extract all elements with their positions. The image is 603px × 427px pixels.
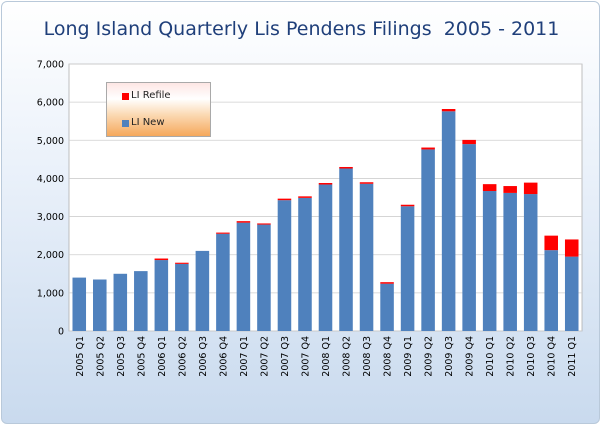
bars: [72, 109, 579, 331]
x-tick-label: 2009 Q4: [465, 336, 476, 377]
bar-new: [195, 250, 210, 331]
bar-new: [318, 184, 333, 331]
y-tick-label: 0: [58, 327, 64, 338]
bar-new: [257, 224, 271, 331]
y-tick-label: 7,000: [37, 60, 64, 71]
legend-label-refile: LI Refile: [131, 90, 171, 101]
bar-refile: [236, 221, 251, 223]
x-tick-label: 2011 Q1: [567, 336, 578, 377]
x-tick-label: 2005 Q3: [116, 336, 127, 377]
y-tick-label: 5,000: [37, 136, 64, 147]
x-tick-label: 2007 Q1: [239, 336, 250, 377]
y-axis-ticks: 0 1,000 2,000 3,000 4,000 5,000 6,000 7,000: [37, 60, 64, 338]
legend-swatch-refile: [122, 93, 129, 100]
x-tick-label: 2007 Q3: [280, 336, 291, 377]
x-tick-label: 2010 Q4: [547, 336, 558, 377]
bar-refile: [400, 204, 415, 207]
bar-new: [339, 168, 353, 331]
bar-refile: [462, 139, 476, 145]
x-tick-label: 2007 Q4: [300, 336, 311, 377]
bar-refile: [216, 232, 230, 234]
legend-item-new: LI New: [122, 117, 165, 128]
chart-title: Long Island Quarterly Lis Pendens Filing…: [43, 18, 560, 40]
bar-new: [134, 271, 148, 331]
x-tick-label: 2006 Q3: [198, 336, 209, 377]
bar-refile: [564, 239, 579, 257]
bar-refile: [421, 147, 435, 150]
y-tick-label: 3,000: [37, 212, 64, 223]
y-tick-label: 6,000: [37, 98, 64, 109]
bar-new: [523, 194, 538, 331]
x-tick-label: 2008 Q2: [342, 336, 353, 377]
x-tick-label: 2009 Q3: [444, 336, 455, 377]
bar-refile: [441, 109, 456, 112]
x-tick-label: 2006 Q4: [218, 336, 229, 377]
x-tick-label: 2005 Q2: [95, 336, 106, 377]
x-tick-label: 2007 Q2: [259, 336, 270, 377]
bar-new: [462, 144, 476, 331]
x-tick-label: 2006 Q1: [157, 336, 168, 377]
bar-new: [277, 200, 292, 331]
legend-swatch-new: [122, 120, 129, 127]
y-tick-label: 2,000: [37, 250, 64, 261]
x-tick-label: 2008 Q3: [362, 336, 373, 377]
bar-new: [482, 191, 497, 331]
bar-refile: [503, 186, 517, 193]
bar-refile: [277, 198, 292, 201]
bar-refile: [257, 223, 271, 225]
bar-refile: [154, 258, 169, 261]
legend: LI Refile LI New: [106, 82, 211, 137]
bar-new: [113, 273, 128, 331]
x-tick-label: 2010 Q3: [526, 336, 537, 377]
bar-new: [236, 222, 251, 331]
bar-refile: [482, 184, 497, 192]
bar-new: [400, 206, 415, 331]
x-tick-label: 2009 Q2: [424, 336, 435, 377]
bar-new: [216, 233, 230, 331]
bar-refile: [318, 183, 333, 185]
bar-new: [441, 111, 456, 331]
x-tick-label: 2009 Q1: [403, 336, 414, 377]
x-tick-label: 2005 Q4: [136, 336, 147, 377]
bar-new: [503, 192, 517, 331]
legend-item-refile: LI Refile: [122, 90, 171, 101]
bar-new: [298, 197, 312, 331]
bar-refile: [175, 262, 189, 264]
y-tick-label: 1,000: [37, 288, 64, 299]
bar-new: [544, 250, 558, 331]
bar-new: [380, 283, 394, 331]
x-tick-label: 2010 Q2: [506, 336, 517, 377]
bar-refile: [298, 196, 312, 198]
x-axis-ticks: 2005 Q1 2005 Q2 2005 Q3 2005 Q4 2006 Q1 2006 …: [75, 336, 578, 377]
x-tick-label: 2005 Q1: [75, 336, 86, 377]
bar-new: [421, 149, 435, 331]
x-tick-label: 2006 Q2: [177, 336, 188, 377]
bar-refile: [544, 235, 558, 251]
bar-refile: [523, 182, 538, 195]
bar-new: [93, 279, 107, 331]
x-tick-label: 2008 Q1: [321, 336, 332, 377]
y-tick-label: 4,000: [37, 174, 64, 185]
bar-new: [564, 256, 579, 331]
bar-new: [359, 183, 374, 331]
x-tick-label: 2008 Q4: [383, 336, 394, 377]
x-tick-label: 2010 Q1: [485, 336, 496, 377]
bar-new: [175, 263, 189, 331]
bar-new: [72, 277, 87, 331]
bar-refile: [339, 166, 353, 169]
bar-refile: [380, 282, 394, 284]
bar-new: [154, 260, 169, 331]
bar-refile: [359, 182, 374, 184]
legend-label-new: LI New: [131, 117, 165, 128]
